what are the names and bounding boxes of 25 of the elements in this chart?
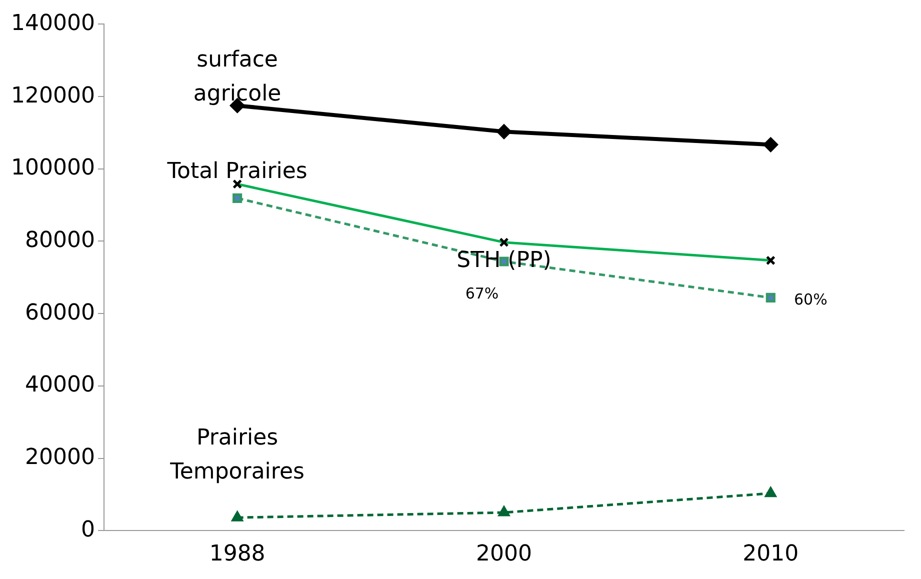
series-label: surface agricole bbox=[193, 47, 282, 106]
point bbox=[498, 506, 510, 516]
point bbox=[765, 487, 776, 498]
x-tick-label: 2000 bbox=[476, 542, 532, 567]
point bbox=[764, 138, 778, 152]
annotation: 60% bbox=[794, 290, 828, 309]
point bbox=[499, 256, 509, 266]
x-tick-label: 2010 bbox=[742, 542, 799, 567]
y-tick-label: 80000 bbox=[24, 228, 95, 253]
y-tick-label: 0 bbox=[80, 517, 95, 542]
y-tick-label: 60000 bbox=[24, 300, 95, 326]
series-label: Prairies Temporaires bbox=[169, 425, 304, 484]
series-label: STH (PP) bbox=[456, 248, 552, 274]
y-tick-label: 120000 bbox=[11, 83, 95, 108]
series-label: Total Prairies bbox=[166, 158, 308, 184]
point bbox=[496, 124, 511, 139]
annotation: 67% bbox=[465, 284, 499, 302]
x-tick-label: 1988 bbox=[209, 542, 266, 567]
point bbox=[232, 193, 242, 203]
y-tick-label: 40000 bbox=[24, 372, 95, 398]
point bbox=[766, 292, 776, 302]
y-tick-label: 20000 bbox=[24, 444, 95, 470]
point bbox=[232, 511, 243, 522]
y-tick-label: 100000 bbox=[11, 156, 95, 181]
y-tick-label: 140000 bbox=[11, 10, 95, 36]
